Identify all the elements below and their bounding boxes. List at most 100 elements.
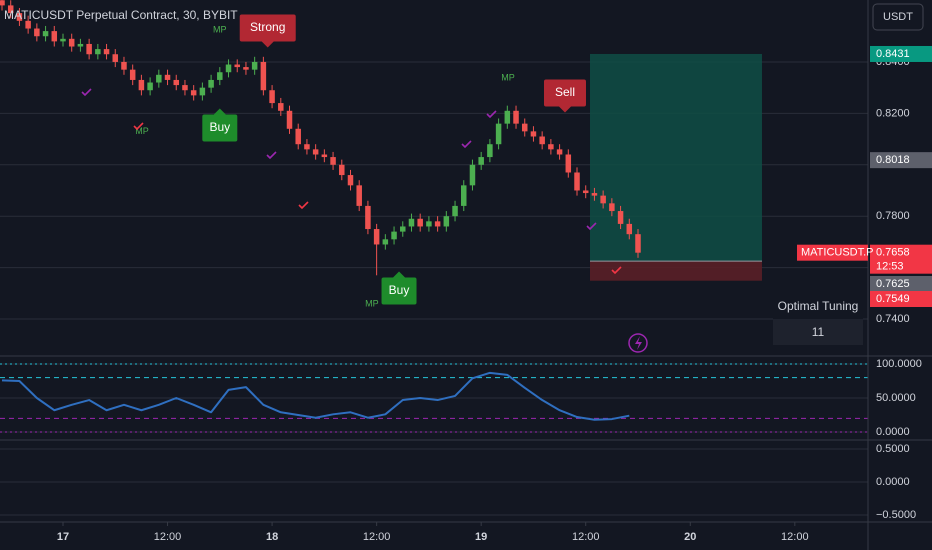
candle-body [121, 61, 127, 70]
candle-body [574, 172, 580, 191]
candle-body [391, 231, 397, 240]
plot: 0.84000.82000.80000.78000.76000.7400Stro… [0, 0, 922, 521]
candle-body [60, 38, 66, 42]
signal-pointer [213, 108, 226, 115]
tuning-header [773, 295, 863, 319]
price-label-box [870, 45, 932, 62]
candle-body [582, 190, 589, 194]
candle-body [173, 79, 179, 86]
candle-body [208, 79, 214, 88]
price-label-box [870, 244, 932, 261]
currency[interactable]: USDT [883, 11, 913, 23]
y-tick-label: 100.0000 [876, 358, 922, 370]
signal-label: Buy [209, 120, 230, 134]
candle-body [234, 64, 240, 68]
candle-body [312, 149, 319, 155]
signal-label: Sell [555, 85, 575, 99]
tuning-label: Optimal Tuning [778, 299, 859, 313]
candle-body [42, 31, 49, 37]
signal-box [239, 14, 296, 42]
price-label: 0.8018 [876, 154, 910, 166]
candle-body [487, 144, 493, 158]
signal-box [202, 114, 238, 142]
mp-label: MP [135, 126, 149, 136]
y-tick-label: 0.7800 [876, 210, 910, 222]
signal-box [381, 277, 417, 305]
candle-body [68, 38, 75, 47]
candle-body [469, 164, 476, 186]
candle-body [86, 43, 92, 55]
x-tick-label: 12:00 [154, 531, 182, 543]
symbol-label: MATICUSDT.P [801, 247, 874, 259]
check-marks [81, 88, 622, 275]
candle-body [504, 110, 511, 124]
price-label-box [870, 276, 932, 292]
countdown: 12:53 [876, 261, 904, 273]
candle-body [129, 69, 136, 80]
x-tick-label: 20 [684, 531, 696, 543]
candle-body [77, 43, 84, 47]
candle-body [609, 203, 615, 212]
candle-body [452, 205, 458, 217]
y-tick-label: 0.7400 [876, 313, 910, 325]
candle-body [286, 110, 293, 129]
candle-body [199, 87, 206, 96]
candle-body [251, 61, 258, 70]
candle-body [164, 74, 171, 80]
candle-body [156, 74, 162, 83]
signal-pointer [558, 106, 571, 113]
candle-body [243, 67, 249, 70]
candle-body [400, 226, 406, 232]
position-profit [589, 53, 762, 262]
countdown-box [870, 259, 932, 274]
candle-body [591, 193, 598, 196]
candle-body [7, 5, 14, 14]
candle-body [478, 157, 484, 165]
candle-body [530, 131, 537, 137]
symbol-box [797, 244, 868, 261]
y-tick-label: 0.0000 [876, 426, 910, 438]
candle-body [103, 49, 110, 55]
y-tick-label: 50.0000 [876, 392, 916, 404]
candle-body [304, 144, 310, 150]
x-tick-label: 19 [475, 531, 487, 543]
candle-body [417, 218, 423, 227]
candle-body [365, 205, 371, 230]
oscillator-line [1, 371, 630, 421]
candle-body [321, 154, 328, 158]
signal-label: Buy [389, 283, 410, 297]
signal-pointer [261, 41, 274, 48]
candle-body [521, 123, 528, 132]
currency-button[interactable] [872, 3, 924, 31]
candle-body [626, 223, 633, 235]
alert-icon[interactable] [628, 333, 648, 353]
x-tick-label: 17 [57, 531, 69, 543]
price-label-box [870, 291, 932, 307]
candle-body [600, 195, 606, 204]
candle-body [225, 64, 232, 73]
mp-label: MP [213, 24, 227, 34]
candle-body [356, 185, 362, 206]
signal-label: Strong [250, 20, 285, 34]
y-tick-label: −0.5000 [876, 509, 916, 521]
candle-body [565, 154, 572, 173]
candle-body [138, 79, 145, 91]
price-label: 0.7549 [876, 293, 910, 305]
candle-body [25, 20, 31, 29]
signal-box [543, 79, 586, 107]
tuning-value: 11 [812, 325, 825, 339]
candle-body [112, 54, 119, 62]
candle-body [513, 110, 519, 124]
price-label: 0.8431 [876, 48, 910, 60]
x-tick-label: 12:00 [363, 531, 391, 543]
candle-body [278, 103, 284, 111]
candle-body [539, 136, 545, 145]
x-tick-label: 12:00 [572, 531, 600, 543]
candle-body [51, 31, 58, 42]
candle-body [408, 218, 415, 227]
price-label: 0.7658 [876, 247, 910, 259]
x-tick-label: 18 [266, 531, 278, 543]
x-tick-label: 12:00 [781, 531, 809, 543]
